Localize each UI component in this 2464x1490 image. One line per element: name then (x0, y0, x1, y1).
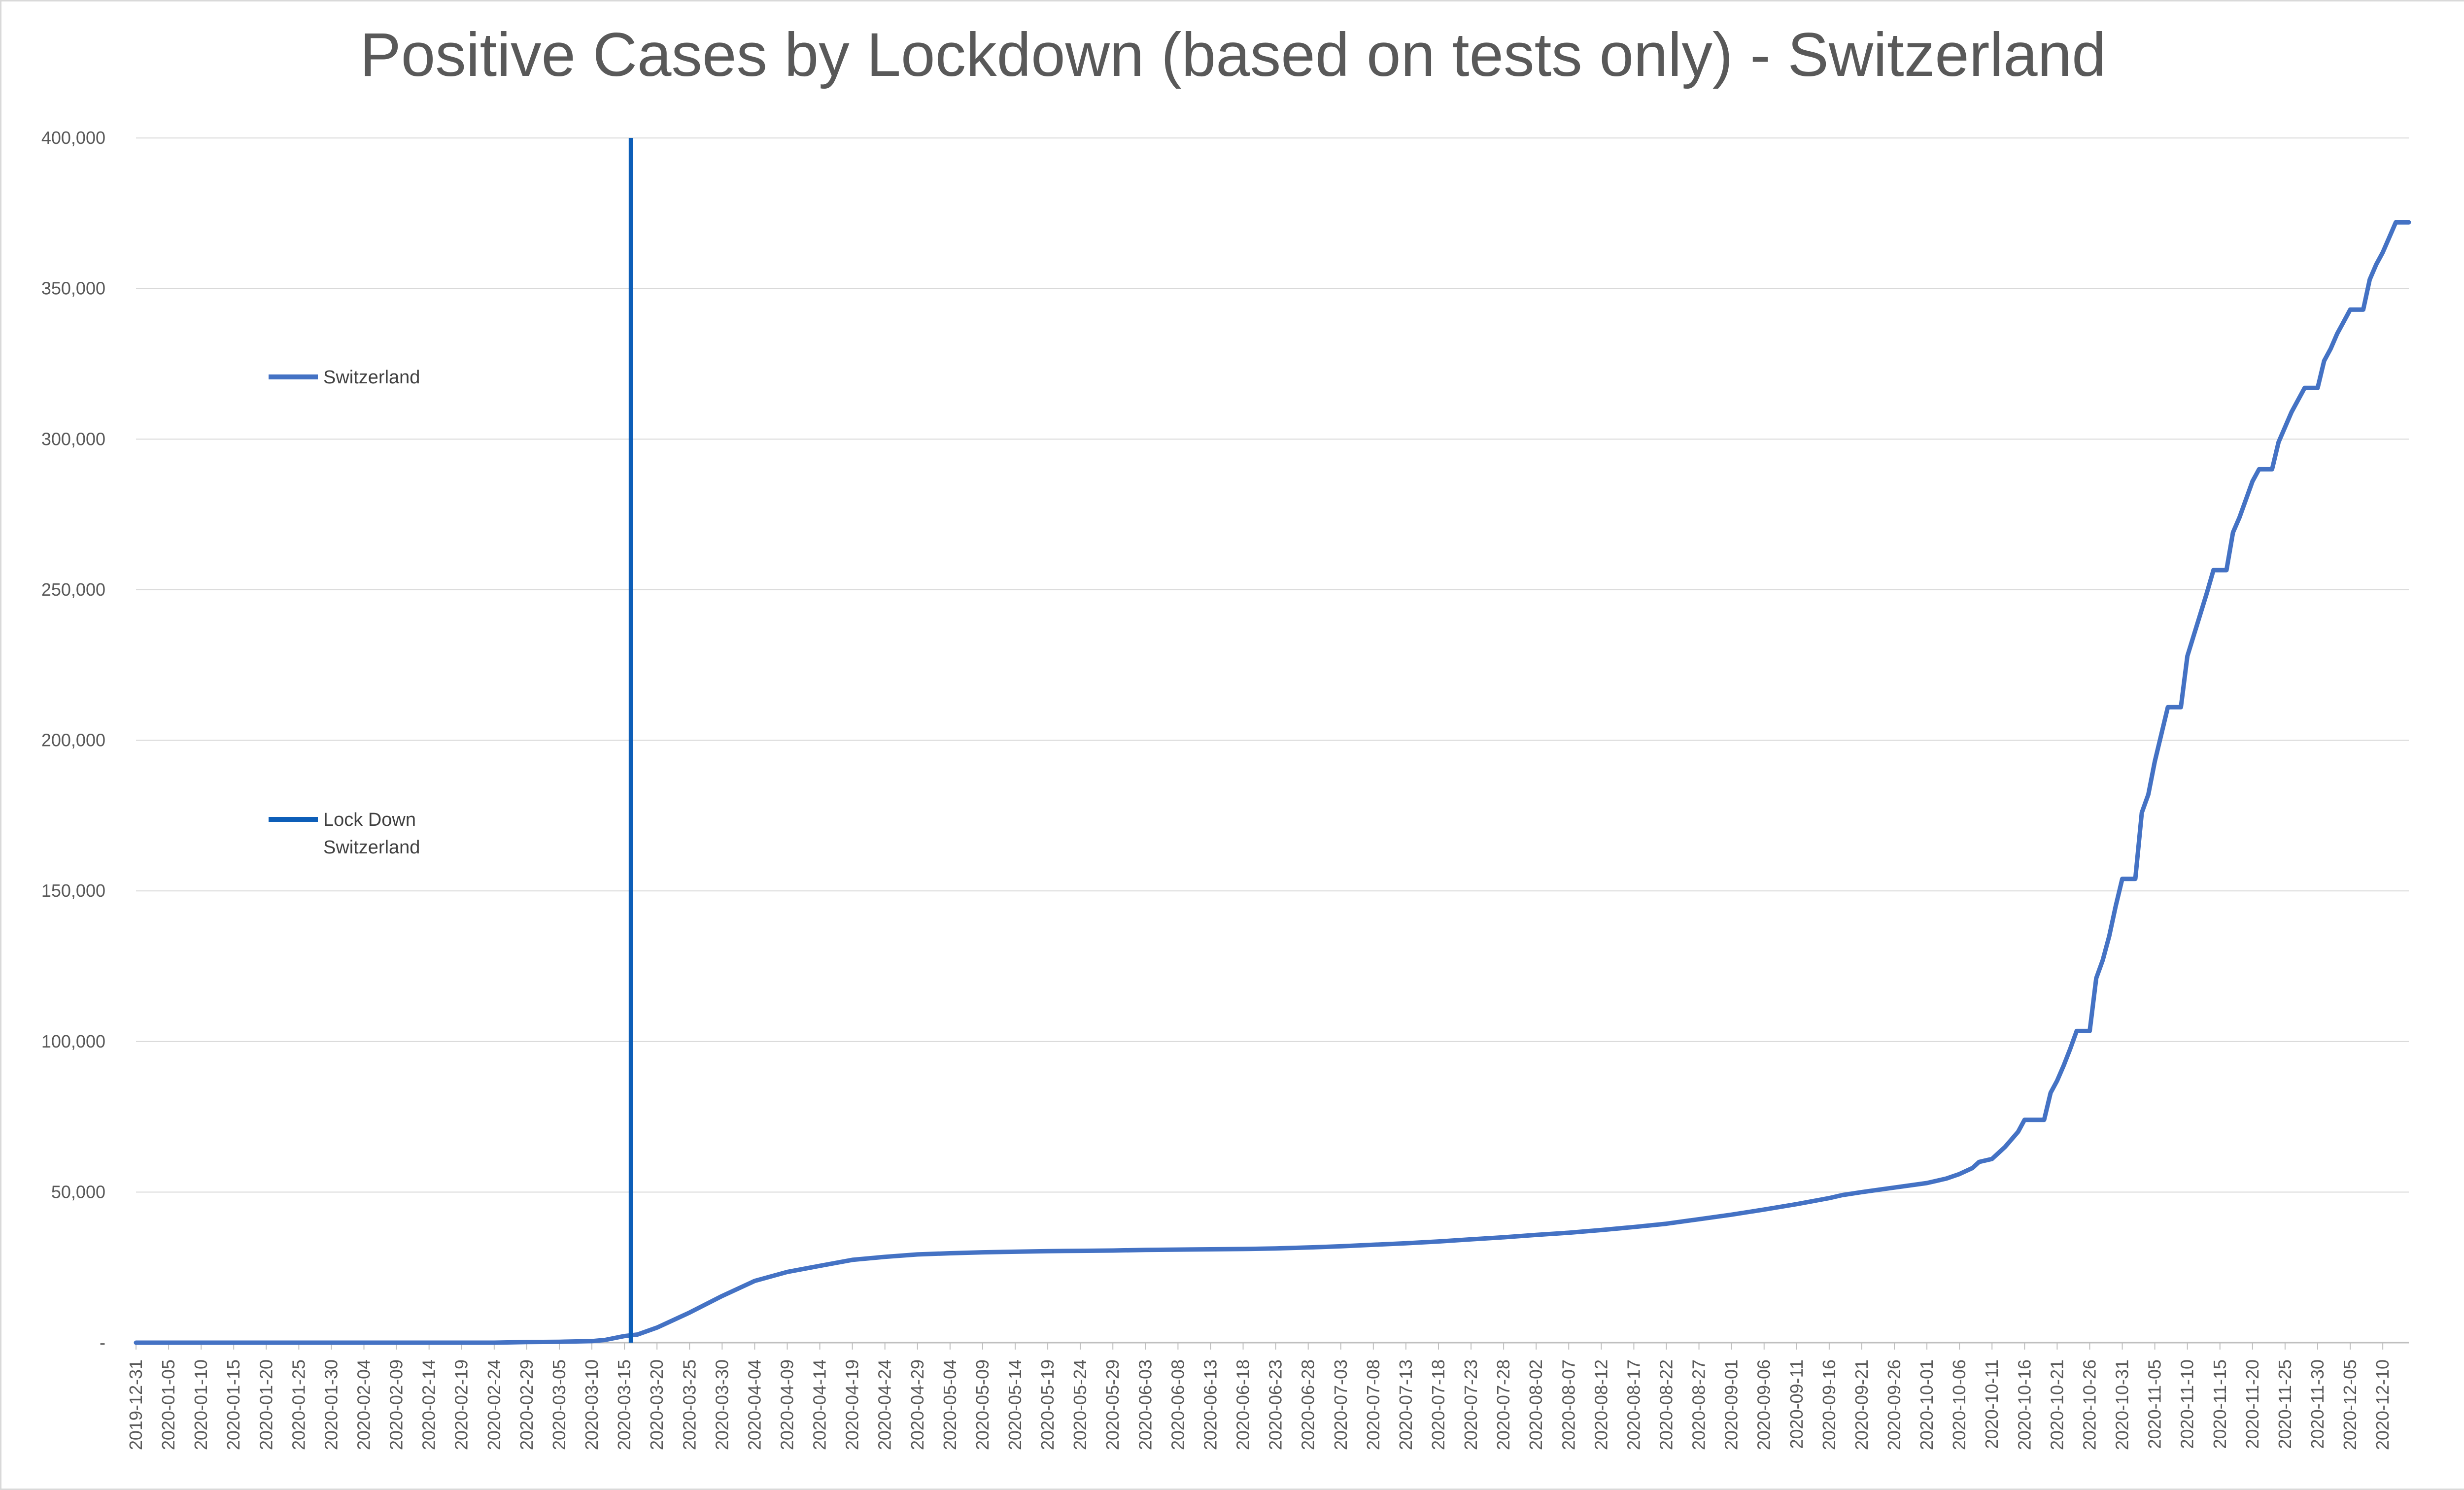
x-tick-label: 2020-04-19 (842, 1359, 862, 1450)
x-tick-label: 2020-01-20 (256, 1359, 276, 1450)
x-tick-label: 2020-02-04 (354, 1359, 374, 1450)
series-line-switzerland (134, 220, 2411, 1345)
y-tick-label: 150,000 (41, 880, 105, 901)
x-tick-label: 2020-09-26 (1884, 1359, 1904, 1450)
x-tick-label: 2020-08-12 (1591, 1359, 1611, 1450)
x-tick-label: 2020-06-03 (1135, 1359, 1155, 1450)
x-tick-label: 2020-09-16 (1819, 1359, 1839, 1450)
x-tick-label: 2020-01-05 (158, 1359, 178, 1450)
x-tick-label: 2020-05-24 (1070, 1359, 1090, 1450)
x-tick-label: 2020-11-15 (2210, 1359, 2230, 1449)
x-tick-label: 2020-01-15 (223, 1359, 243, 1450)
x-tick-label: 2020-05-14 (1005, 1359, 1025, 1450)
x-tick-label: 2020-02-29 (516, 1359, 537, 1450)
x-tick-label: 2020-06-18 (1233, 1359, 1253, 1450)
x-tick-label: 2020-10-01 (1916, 1359, 1937, 1450)
y-tick-label: 200,000 (41, 730, 105, 750)
x-tick-label: 2020-07-08 (1363, 1359, 1383, 1450)
x-tick-label: 2020-04-29 (907, 1359, 927, 1450)
x-tick-label: 2020-06-23 (1266, 1359, 1286, 1450)
x-tick-label: 2020-03-20 (647, 1359, 667, 1450)
legend-item-lockdown-label: Lock Down Switzerland (323, 810, 420, 858)
x-tick-label: 2020-02-09 (386, 1359, 407, 1450)
legend-label-line: Lock Down (323, 810, 416, 830)
x-tick-label: 2020-10-26 (2079, 1359, 2099, 1450)
x-tick-label: 2020-11-25 (2275, 1359, 2295, 1449)
y-tick-label: 250,000 (41, 579, 105, 600)
x-tick-label: 2020-10-21 (2047, 1359, 2067, 1450)
y-tick-label: 300,000 (41, 429, 105, 449)
x-tick-label: 2020-03-10 (582, 1359, 602, 1450)
legend-label-line: Switzerland (323, 837, 420, 858)
x-tick-label: 2020-02-24 (484, 1359, 504, 1450)
x-tick-label: 2020-08-07 (1558, 1359, 1578, 1450)
x-tick-label: 2020-06-28 (1298, 1359, 1318, 1450)
x-tick-label: 2020-02-14 (419, 1359, 439, 1450)
x-tick-label: 2020-01-25 (288, 1359, 308, 1450)
x-tick-label: 2020-04-24 (875, 1359, 895, 1450)
x-tick-label: 2020-07-18 (1428, 1359, 1448, 1450)
x-tick-label: 2020-04-04 (744, 1359, 764, 1450)
x-tick-label: 2020-10-16 (2014, 1359, 2034, 1450)
x-tick-label: 2020-11-10 (2177, 1359, 2197, 1449)
y-tick-label: 350,000 (41, 278, 105, 299)
x-tick-label: 2020-09-06 (1754, 1359, 1774, 1450)
x-tick-label: 2020-09-21 (1851, 1359, 1872, 1450)
x-tick-label: 2020-09-01 (1721, 1359, 1742, 1450)
x-tick-label: 2020-08-22 (1656, 1359, 1677, 1450)
x-tick-label: 2020-01-10 (191, 1359, 211, 1450)
x-tick-label: 2020-09-11 (1786, 1359, 1807, 1449)
x-tick-label: 2020-06-08 (1167, 1359, 1188, 1450)
y-tick-label: - (100, 1332, 105, 1353)
x-tick-label: 2020-07-13 (1396, 1359, 1416, 1450)
x-tick-label: 2020-07-28 (1493, 1359, 1513, 1450)
x-tick-label: 2019-12-31 (126, 1359, 146, 1450)
x-tick-label: 2020-05-09 (972, 1359, 992, 1450)
x-tick-label: 2020-02-19 (451, 1359, 472, 1450)
x-tick-label: 2020-07-03 (1331, 1359, 1351, 1450)
x-tick-label: 2020-03-05 (549, 1359, 569, 1450)
chart-title: Positive Cases by Lockdown (based on tes… (360, 21, 2106, 89)
x-tick-label: 2020-03-15 (614, 1359, 634, 1450)
x-tick-label: 2020-10-11 (1982, 1359, 2002, 1449)
x-tick-label: 2020-05-29 (1102, 1359, 1123, 1450)
x-tick-label: 2020-12-10 (2372, 1359, 2393, 1450)
x-tick-label: 2020-03-30 (712, 1359, 732, 1450)
x-tick-label: 2020-03-25 (679, 1359, 699, 1450)
y-tick-label: 400,000 (41, 128, 105, 148)
x-tick-label: 2020-06-13 (1200, 1359, 1220, 1450)
x-tick-label: 2020-11-05 (2145, 1359, 2165, 1449)
x-tick-label: 2020-10-06 (1949, 1359, 1969, 1450)
y-tick-label: 100,000 (41, 1031, 105, 1051)
x-tick-label: 2020-11-20 (2242, 1359, 2262, 1449)
x-tick-label: 2020-07-23 (1461, 1359, 1481, 1450)
x-tick-label: 2020-08-27 (1689, 1359, 1709, 1450)
x-tick-label: 2020-08-17 (1623, 1359, 1643, 1450)
x-tick-label: 2020-11-30 (2307, 1359, 2327, 1449)
x-tick-label: 2020-08-02 (1526, 1359, 1546, 1450)
x-tick-label: 2020-04-09 (777, 1359, 797, 1450)
x-tick-label: 2020-01-30 (321, 1359, 341, 1450)
x-tick-label: 2020-12-05 (2340, 1359, 2360, 1450)
x-tick-label: 2020-04-14 (810, 1359, 830, 1450)
legend-label-line: Switzerland (323, 367, 420, 388)
x-tick-label: 2020-05-19 (1037, 1359, 1058, 1450)
y-tick-label: 50,000 (51, 1182, 105, 1202)
x-tick-label: 2020-10-31 (2112, 1359, 2132, 1450)
x-tick-label: 2020-05-04 (940, 1359, 960, 1450)
legend-item-switzerland-label: Switzerland (323, 367, 420, 388)
